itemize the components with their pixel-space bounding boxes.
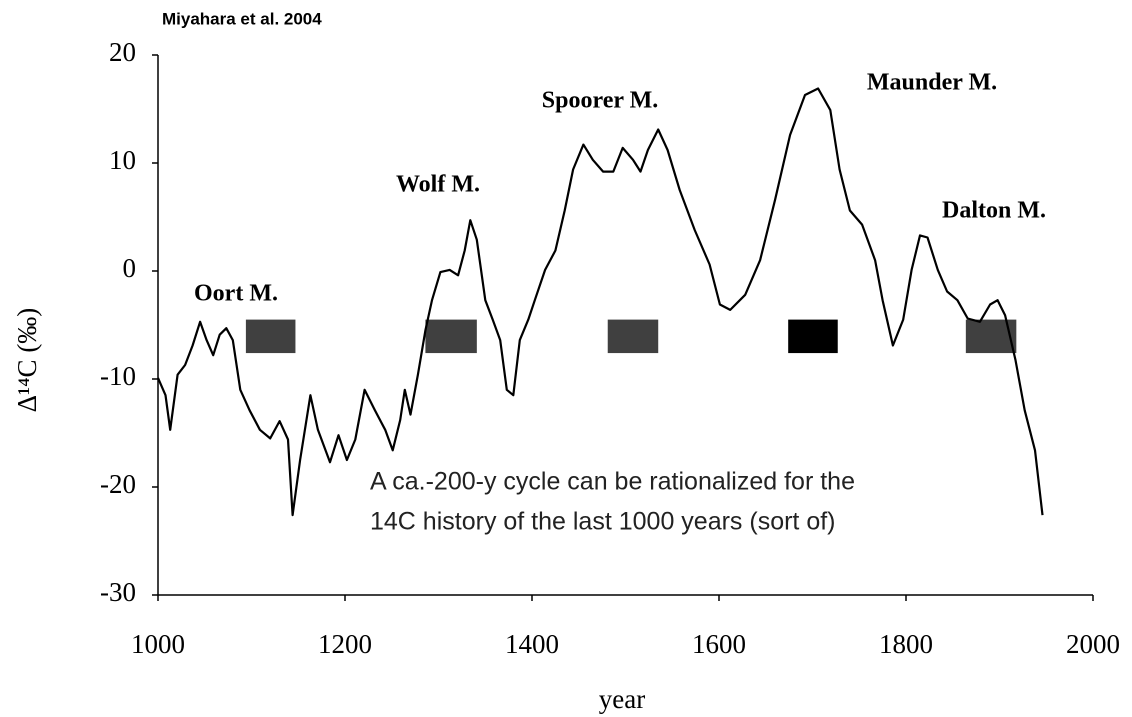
annotation: Spoorer M.	[542, 88, 658, 114]
minimum-bar	[425, 319, 477, 354]
x-tick-label: 2000	[1066, 629, 1120, 659]
x-tick-label: 1400	[505, 629, 559, 659]
annotation: Maunder M.	[867, 70, 997, 96]
chart-title: Miyahara et al. 2004	[162, 9, 322, 28]
x-tick-label: 1800	[879, 629, 933, 659]
y-tick-label: 10	[109, 145, 136, 175]
y-tick-label: -10	[100, 361, 136, 391]
y-tick-label: 0	[123, 253, 137, 283]
annotation: Wolf M.	[396, 172, 480, 198]
annotation: Oort M.	[194, 281, 278, 307]
y-tick-label: -30	[100, 577, 136, 607]
minimum-bar	[965, 319, 1017, 354]
data-line	[156, 87, 1044, 517]
y-tick-label: 20	[109, 37, 136, 67]
x-tick-label: 1000	[131, 629, 185, 659]
x-tick-label: 1600	[692, 629, 746, 659]
x-tick-label: 1200	[318, 629, 372, 659]
annotation: Dalton M.	[942, 198, 1046, 224]
y-tick-label: -20	[100, 469, 136, 499]
note: 14C history of the last 1000 years (sort…	[370, 508, 836, 536]
y-axis-label: Δ¹⁴C (‰)	[12, 308, 42, 413]
minimum-bar	[607, 319, 659, 354]
minimum-bar	[245, 319, 296, 354]
minimum-bar	[788, 319, 838, 354]
note: A ca.-200-y cycle can be rationalized fo…	[370, 468, 855, 496]
x-axis-label: year	[599, 684, 645, 714]
